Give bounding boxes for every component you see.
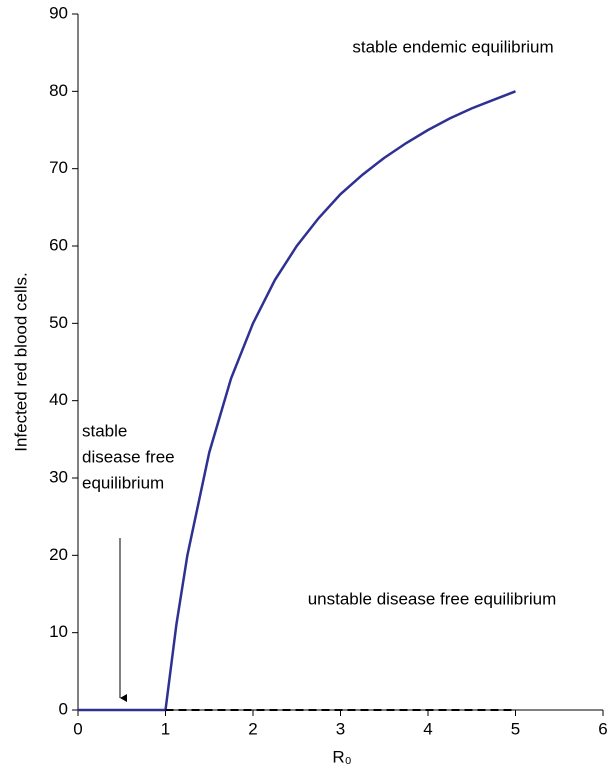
y-tick-label: 60 bbox=[49, 235, 68, 254]
x-tick-label: 2 bbox=[248, 719, 257, 738]
x-axis-label: R₀ bbox=[332, 747, 351, 766]
x-tick-label: 3 bbox=[336, 719, 345, 738]
x-tick-label: 1 bbox=[161, 719, 170, 738]
series-line bbox=[78, 90, 516, 712]
x-tick-label: 5 bbox=[511, 719, 520, 738]
y-tick-label: 90 bbox=[49, 3, 68, 22]
y-axis-label: Infected red blood cells. bbox=[11, 272, 30, 452]
y-tick-label: 0 bbox=[59, 699, 68, 718]
y-tick-label: 10 bbox=[49, 622, 68, 641]
y-tick-label: 70 bbox=[49, 158, 68, 177]
x-tick-label: 6 bbox=[598, 719, 607, 738]
y-tick-label: 30 bbox=[49, 467, 68, 486]
annotation: stable bbox=[82, 421, 127, 440]
y-tick-label: 50 bbox=[49, 313, 68, 332]
annotation: disease free bbox=[82, 447, 175, 466]
annotation: unstable disease free equilibrium bbox=[308, 589, 557, 608]
y-tick-label: 20 bbox=[49, 545, 68, 564]
x-tick-label: 0 bbox=[73, 719, 82, 738]
x-tick-label: 4 bbox=[423, 719, 432, 738]
annotation: equilibrium bbox=[82, 473, 164, 492]
y-tick-label: 40 bbox=[49, 390, 68, 409]
annotation: stable endemic equilibrium bbox=[352, 37, 553, 56]
y-tick-label: 80 bbox=[49, 81, 68, 100]
